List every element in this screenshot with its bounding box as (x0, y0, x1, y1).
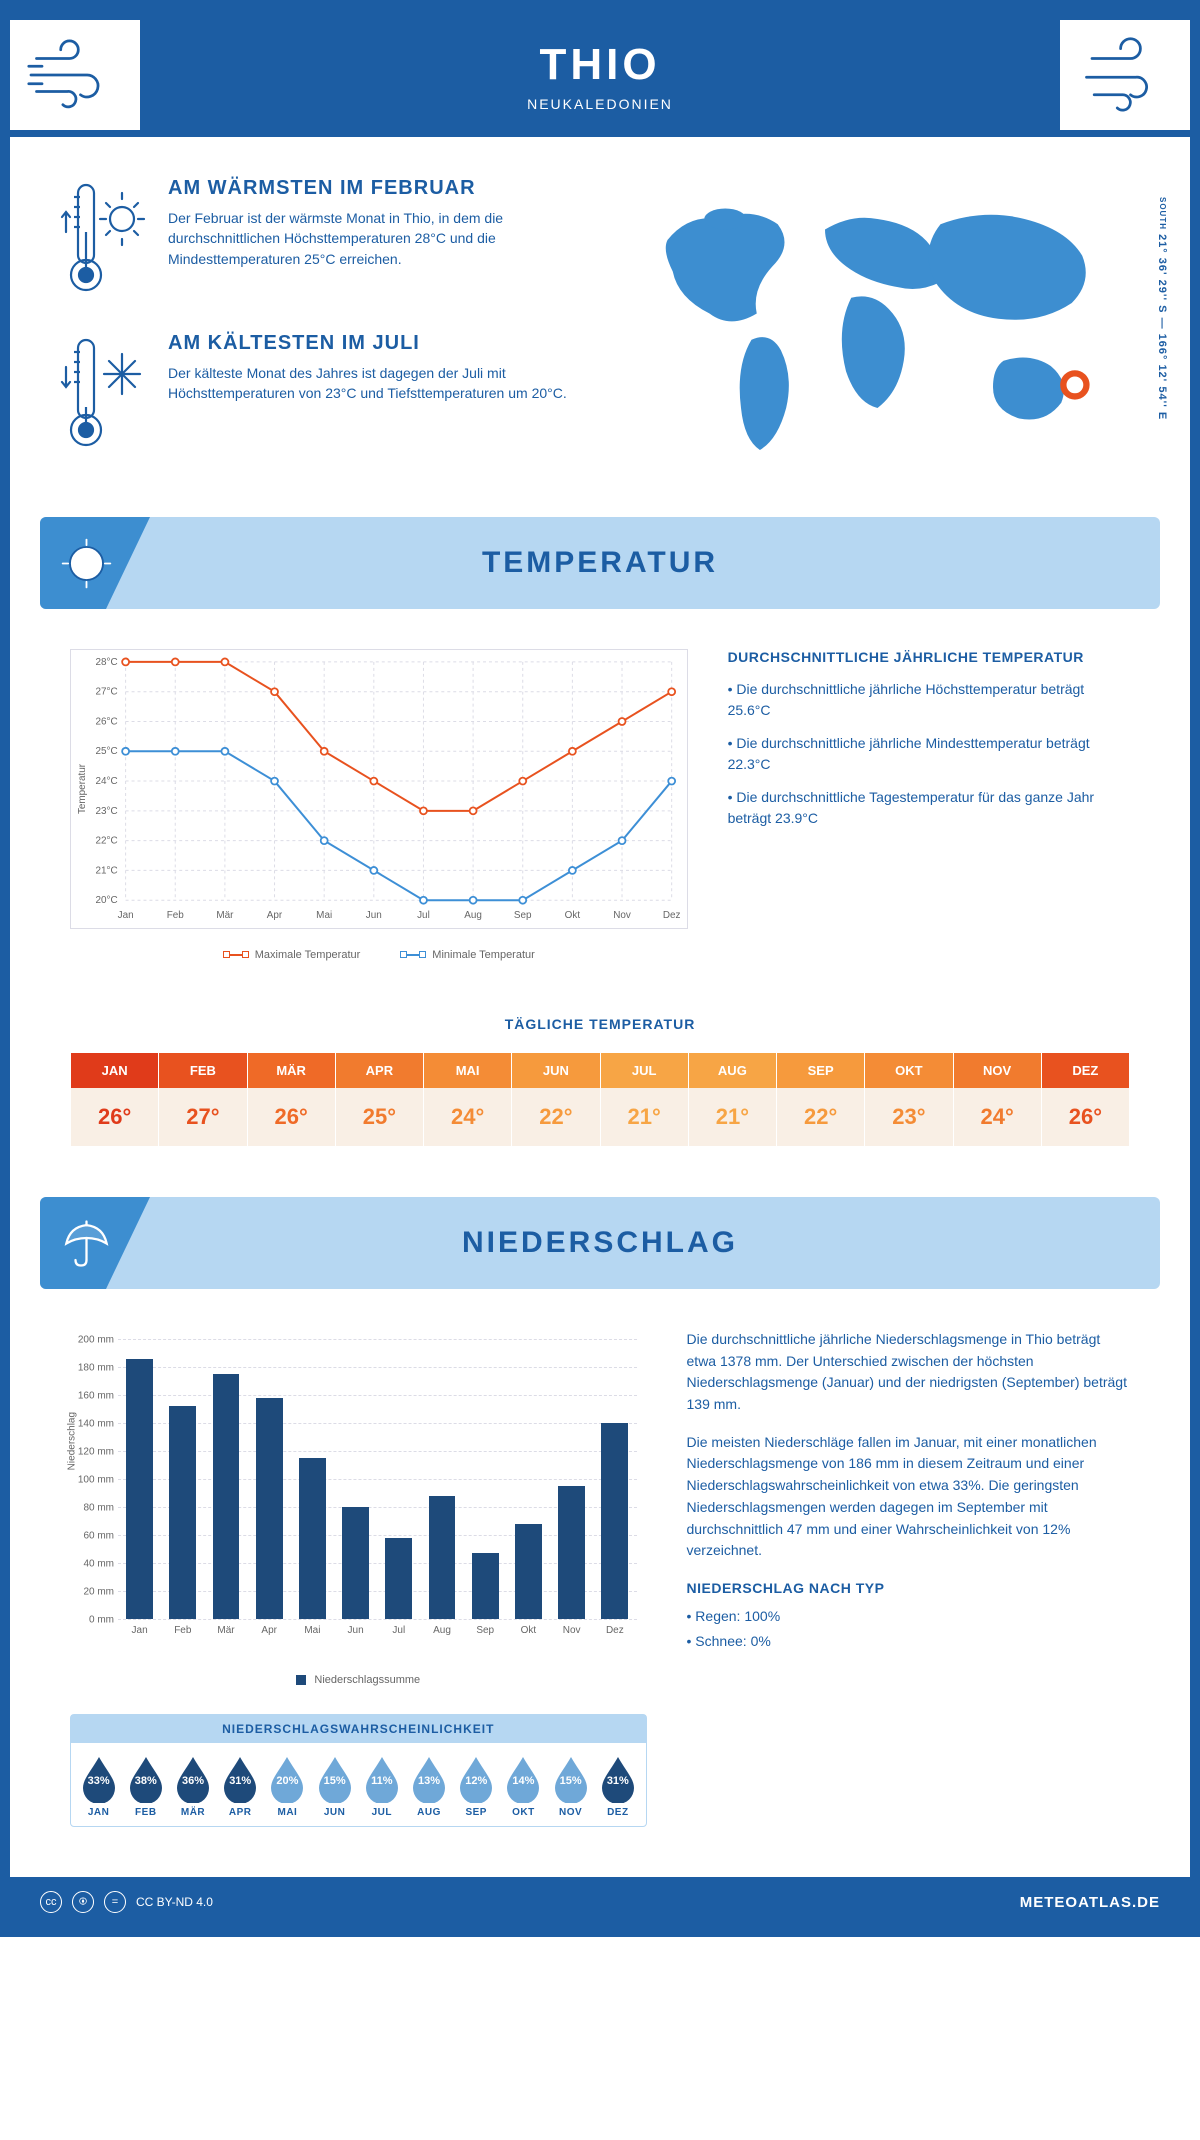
svg-text:Jan: Jan (118, 910, 134, 921)
precipitation-banner: NIEDERSCHLAG (40, 1197, 1160, 1289)
svg-text:20°C: 20°C (96, 895, 118, 906)
svg-text:24°C: 24°C (96, 776, 118, 787)
svg-text:Nov: Nov (613, 910, 631, 921)
nd-icon: = (104, 1891, 126, 1913)
svg-text:27°C: 27°C (96, 687, 118, 698)
probability-item: 31%DEZ (596, 1753, 639, 1818)
temp-bullet: • Die durchschnittliche jährliche Höchst… (728, 679, 1130, 721)
precip-type-title: NIEDERSCHLAG NACH TYP (687, 1578, 1130, 1600)
page-title: THIO (10, 40, 1190, 90)
temp-table-col: AUG21° (689, 1053, 777, 1146)
temp-table-col: JUL21° (601, 1053, 689, 1146)
daily-temp-title: TÄGLICHE TEMPERATUR (70, 1016, 1130, 1032)
temperature-line-chart: 20°C 21°C 22°C 23°C 24°C 25°C 26°C 27°C 28°C Jan F… (70, 649, 688, 929)
temp-bullet: • Die durchschnittliche jährliche Mindes… (728, 733, 1130, 775)
bar-col: Okt (507, 1339, 550, 1619)
svg-text:Sep: Sep (514, 910, 532, 921)
site-name: METEOATLAS.DE (1020, 1894, 1160, 1911)
warmest-fact: AM WÄRMSTEN IM FEBRUAR Der Februar ist d… (60, 177, 585, 302)
bar-col: Aug (420, 1339, 463, 1619)
temp-table-col: NOV24° (954, 1053, 1042, 1146)
svg-text:Jul: Jul (417, 910, 430, 921)
wind-icon (1060, 20, 1190, 130)
svg-text:Mai: Mai (316, 910, 332, 921)
precip-text: Die durchschnittliche jährliche Niedersc… (687, 1329, 1130, 1416)
bar-col: Sep (464, 1339, 507, 1619)
bar-col: Mai (291, 1339, 334, 1619)
bar-col: Feb (161, 1339, 204, 1619)
temperature-banner: TEMPERATUR (40, 517, 1160, 609)
bar-col: Jul (377, 1339, 420, 1619)
coldest-text: Der kälteste Monat des Jahres ist dagege… (168, 363, 585, 404)
temp-table-col: APR25° (336, 1053, 424, 1146)
svg-text:Okt: Okt (565, 910, 581, 921)
header: THIO NEUKALEDONIEN (10, 10, 1190, 137)
probability-item: 12%SEP (455, 1753, 498, 1818)
sun-icon (40, 517, 150, 609)
probability-item: 20%MAI (266, 1753, 309, 1818)
cc-icon: cc (40, 1891, 62, 1913)
bar-col: Jan (118, 1339, 161, 1619)
probability-item: 13%AUG (407, 1753, 450, 1818)
temp-table-col: FEB27° (159, 1053, 247, 1146)
bar-col: Mär (204, 1339, 247, 1619)
thermometer-snowflake-icon (60, 332, 150, 457)
svg-text:Aug: Aug (464, 910, 482, 921)
temp-table-col: MÄR26° (248, 1053, 336, 1146)
svg-text:21°C: 21°C (96, 865, 118, 876)
svg-text:26°C: 26°C (96, 716, 118, 727)
svg-text:Mär: Mär (216, 910, 234, 921)
temp-table-col: JAN26° (71, 1053, 159, 1146)
probability-item: 36%MÄR (171, 1753, 214, 1818)
probability-item: 15%JUN (313, 1753, 356, 1818)
wind-icon (10, 20, 140, 130)
temp-table-col: DEZ26° (1042, 1053, 1129, 1146)
svg-text:22°C: 22°C (96, 836, 118, 847)
svg-text:23°C: 23°C (96, 806, 118, 817)
license-text: CC BY-ND 4.0 (136, 1895, 213, 1909)
chart-legend: Maximale Temperatur Minimale Temperatur (70, 934, 688, 976)
bar-col: Jun (334, 1339, 377, 1619)
daily-temp-table: JAN26°FEB27°MÄR26°APR25°MAI24°JUN22°JUL2… (70, 1052, 1130, 1147)
svg-text:25°C: 25°C (96, 746, 118, 757)
temp-table-col: SEP22° (777, 1053, 865, 1146)
warmest-title: AM WÄRMSTEN IM FEBRUAR (168, 177, 585, 200)
probability-item: 31%APR (219, 1753, 262, 1818)
coldest-fact: AM KÄLTESTEN IM JULI Der kälteste Monat … (60, 332, 585, 457)
temp-desc-title: DURCHSCHNITTLICHE JÄHRLICHE TEMPERATUR (728, 649, 1130, 665)
precip-type-bullet: • Regen: 100% (687, 1606, 1130, 1628)
probability-item: 38%FEB (124, 1753, 167, 1818)
coordinates: SOUTH 21° 36' 29'' S — 166° 12' 54'' E (1156, 197, 1168, 420)
bar-col: Nov (550, 1339, 593, 1619)
svg-text:Feb: Feb (167, 910, 185, 921)
svg-text:Apr: Apr (267, 910, 283, 921)
bar-col: Dez (593, 1339, 636, 1619)
svg-text:28°C: 28°C (96, 657, 118, 668)
temp-table-col: MAI24° (424, 1053, 512, 1146)
probability-item: 14%OKT (502, 1753, 545, 1818)
precip-text: Die meisten Niederschläge fallen im Janu… (687, 1432, 1130, 1562)
svg-text:Temperatur: Temperatur (77, 763, 88, 814)
chart-legend: Niederschlagssumme (70, 1659, 647, 1696)
temp-table-col: OKT23° (865, 1053, 953, 1146)
svg-text:Jun: Jun (366, 910, 382, 921)
temp-bullet: • Die durchschnittliche Tagestemperatur … (728, 787, 1130, 829)
world-map (615, 177, 1140, 471)
bar-col: Apr (248, 1339, 291, 1619)
thermometer-sun-icon (60, 177, 150, 302)
coldest-title: AM KÄLTESTEN IM JULI (168, 332, 585, 355)
umbrella-icon (40, 1197, 150, 1289)
temp-table-col: JUN22° (512, 1053, 600, 1146)
probability-item: 11%JUL (360, 1753, 403, 1818)
probability-item: 33%JAN (77, 1753, 120, 1818)
precip-type-bullet: • Schnee: 0% (687, 1631, 1130, 1653)
page-subtitle: NEUKALEDONIEN (10, 96, 1190, 112)
svg-text:Dez: Dez (663, 910, 681, 921)
warmest-text: Der Februar ist der wärmste Monat in Thi… (168, 208, 585, 269)
precipitation-bar-chart: Niederschlag 0 mm20 mm40 mm60 mm80 mm100… (70, 1329, 647, 1659)
footer: cc 🅯 = CC BY-ND 4.0 METEOATLAS.DE (10, 1877, 1190, 1927)
by-icon: 🅯 (72, 1891, 94, 1913)
probability-item: 15%NOV (549, 1753, 592, 1818)
precipitation-probability: NIEDERSCHLAGSWAHRSCHEINLICHKEIT 33%JAN38… (70, 1714, 647, 1827)
